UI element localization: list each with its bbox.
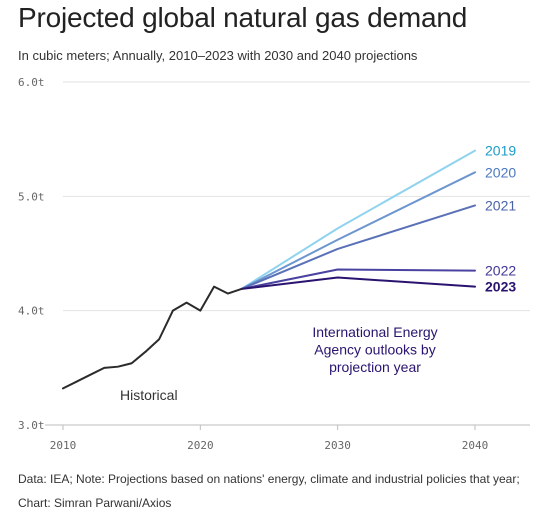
x-tick-label: 2030	[324, 439, 351, 452]
series-label-2021: 2021	[485, 197, 516, 213]
iea-annotation-line: Agency outlooks by	[314, 342, 435, 358]
y-tick-label: 4.0t	[18, 305, 45, 318]
series-label-2019: 2019	[485, 143, 516, 159]
iea-annotation-line: projection year	[329, 359, 421, 375]
projection-line-2023	[240, 276, 476, 290]
series-label-2020: 2020	[485, 164, 516, 180]
chart-subtitle: In cubic meters; Annually, 2010–2023 wit…	[18, 48, 418, 63]
historical-label: Historical	[120, 387, 178, 403]
x-tick-label: 2010	[50, 439, 77, 452]
series-label-2023: 2023	[485, 279, 516, 295]
footer-note: Data: IEA; Note: Projections based on na…	[18, 472, 520, 486]
y-tick-label: 6.0t	[18, 76, 45, 89]
projection-line-2022	[240, 268, 476, 290]
iea-annotation: International Energy Agency outlooks by pr…	[312, 324, 437, 375]
footer-credit: Chart: Simran Parwani/Axios	[18, 496, 172, 510]
chart-title: Projected global natural gas demand	[18, 2, 468, 33]
projection-line-2021	[240, 204, 476, 290]
series-label-2022: 2022	[485, 263, 516, 279]
x-tick-label: 2040	[462, 439, 489, 452]
projection-line-2020	[240, 171, 476, 290]
y-tick-label: 5.0t	[18, 190, 45, 203]
y-tick-label: 3.0t	[18, 419, 45, 432]
projection-line-2019	[240, 149, 476, 290]
historical-line	[62, 285, 243, 390]
iea-annotation-line: International Energy	[312, 324, 437, 340]
x-tick-label: 2020	[187, 439, 214, 452]
